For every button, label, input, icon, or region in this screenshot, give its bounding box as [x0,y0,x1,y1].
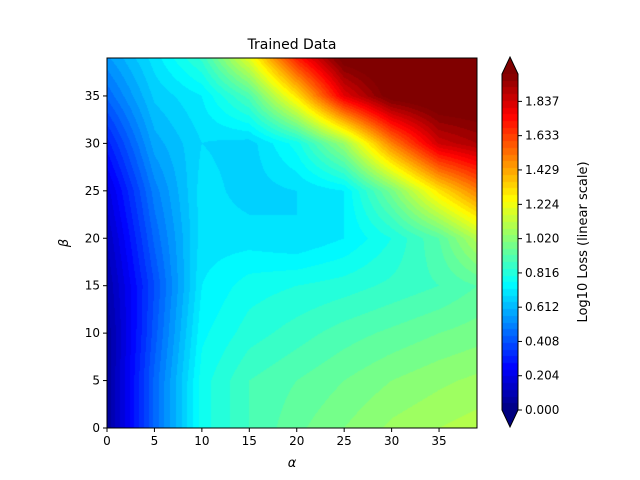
colorbar-tick-label: 0.816 [525,266,559,280]
colorbar-tick-label: 1.633 [525,129,559,143]
x-tick-label: 0 [103,434,111,448]
y-tick-label: 15 [85,279,100,293]
colorbar-tick-label: 0.408 [525,334,559,348]
colorbar-frame [501,55,519,429]
colorbar-tick-label: 1.020 [525,232,559,246]
loss-heatmap [107,58,477,428]
colorbar-ticks: 0.000 0.204 0.408 0.612 0.816 1.020 1.224 1.429… [518,94,559,417]
y-tick-label: 25 [85,184,100,198]
colorbar-label: Log10 Loss (linear scale) [576,161,591,322]
colorbar-tick-label: 0.612 [525,300,559,314]
y-axis: 0 5 10 15 20 25 30 35 [85,89,107,435]
colorbar-tick-label: 1.224 [525,197,559,211]
colorbar-tick-label: 1.429 [525,163,559,177]
y-tick-label: 0 [92,421,100,435]
chart-title: Trained Data [247,37,337,53]
y-tick-label: 10 [85,326,100,340]
x-axis: 0 5 10 15 20 25 30 35 [103,428,447,448]
colorbar-extend-max [502,57,518,74]
x-tick-label: 30 [384,434,399,448]
x-axis-label: α [288,456,297,471]
colorbar-gradient [502,74,518,410]
y-axis-label: β [57,239,72,248]
x-tick-label: 35 [431,434,446,448]
colorbar-tick-label: 0.000 [525,403,559,417]
x-tick-label: 5 [151,434,159,448]
colorbar-tick-label: 1.837 [525,94,559,108]
y-tick-label: 5 [92,374,100,388]
plot-frame [106,57,478,429]
x-tick-label: 25 [337,434,352,448]
plot-area [106,57,478,429]
x-tick-label: 20 [289,434,304,448]
y-tick-label: 30 [85,136,100,150]
x-tick-label: 15 [242,434,257,448]
colorbar-tick-label: 0.204 [525,369,559,383]
colorbar-extend-min [502,410,518,427]
colorbar: 0.000 0.204 0.408 0.612 0.816 1.020 1.224 1.429… [501,55,591,429]
y-tick-label: 35 [85,89,100,103]
y-tick-label: 20 [85,231,100,245]
x-tick-label: 10 [194,434,209,448]
